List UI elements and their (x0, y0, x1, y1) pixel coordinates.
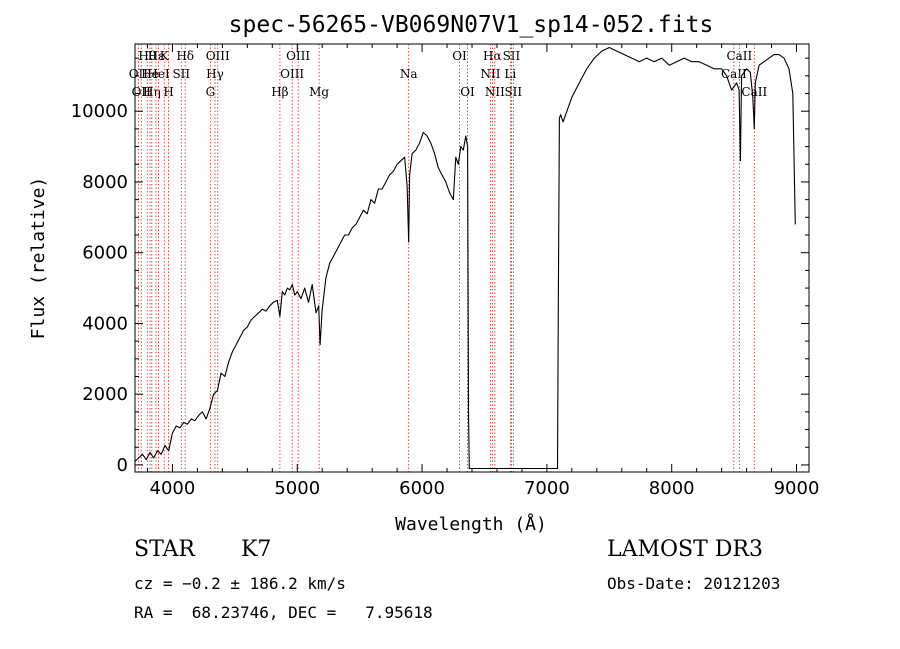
x-axis: 4000 5000 6000 7000 8000 9000 (146, 44, 820, 499)
series-line-0 (134, 46, 796, 470)
marker-label-6: HeI (147, 67, 170, 81)
marker-label-19: OI (452, 49, 467, 63)
x-tick-label-0: 4000 (150, 478, 196, 499)
marker-label-13: OIII (206, 49, 230, 63)
marker-label-3: He (141, 67, 159, 81)
marker-label-16: OIII (286, 49, 310, 63)
obs-date: Obs-Date: 20121203 (607, 574, 781, 593)
marker-label-0: OII (129, 67, 149, 81)
marker-label-15: OIII (280, 67, 304, 81)
marker-label-18: Na (400, 67, 418, 81)
marker-label-25: SII (503, 49, 521, 63)
chart-title: spec-56265-VB069N07V1_sp14-052.fits (229, 12, 714, 38)
marker-label-21: NII (480, 67, 500, 81)
marker-label-24: Li (504, 67, 516, 81)
marker-label-29: CaII (741, 85, 767, 99)
object-subclass: K7 (241, 537, 272, 562)
y-tick-label-3: 6000 (82, 243, 128, 264)
object-class: STAR (134, 537, 195, 562)
x-axis-label: Wavelength (Å) (395, 513, 547, 535)
flux-series (134, 46, 796, 470)
marker-label-20: OI (460, 85, 475, 99)
marker-label-11: G (206, 85, 216, 99)
marker-label-8: H (163, 85, 173, 99)
y-axis: 0 2000 4000 6000 8000 10000 (71, 57, 809, 476)
coordinates: RA = 68.23746, DEC = 7.95618 (134, 603, 433, 622)
plot-frame (134, 43, 810, 473)
y-axis-label: Flux (relative) (28, 177, 49, 340)
y-tick-label-4: 8000 (82, 172, 128, 193)
marker-label-5: Hε (148, 49, 165, 63)
y-tick-label-2: 4000 (82, 313, 128, 334)
marker-label-14: Hβ (271, 85, 288, 99)
marker-label-26: SII (504, 85, 522, 99)
y-tick-label-1: 2000 (82, 384, 128, 405)
x-tick-label-4: 8000 (649, 478, 695, 499)
marker-label-10: Hδ (176, 49, 194, 63)
y-tick-label-0: 0 (117, 455, 128, 476)
spectral-line-markers: OIIOIIHθHeHηHεHeIKHSIIHδGHγOIIIHβOIIIOII… (129, 44, 767, 472)
marker-label-12: Hγ (206, 67, 224, 81)
x-tick-label-1: 5000 (274, 478, 320, 499)
marker-label-7: K (160, 49, 170, 63)
marker-label-9: SII (172, 67, 190, 81)
marker-label-17: Mg (309, 85, 329, 99)
x-tick-label-3: 7000 (524, 478, 570, 499)
marker-label-22: Hα (483, 49, 502, 63)
redshift-text: cz = −0.2 ± 186.2 km/s (134, 574, 346, 593)
marker-label-23: NII (485, 85, 505, 99)
marker-label-1: OII (132, 85, 152, 99)
marker-label-4: Hη (143, 85, 161, 99)
marker-label-28: CaII (726, 49, 752, 63)
y-tick-label-5: 10000 (71, 101, 128, 122)
x-tick-label-5: 9000 (774, 478, 820, 499)
x-tick-label-2: 6000 (399, 478, 445, 499)
survey-name: LAMOST DR3 (607, 537, 763, 562)
